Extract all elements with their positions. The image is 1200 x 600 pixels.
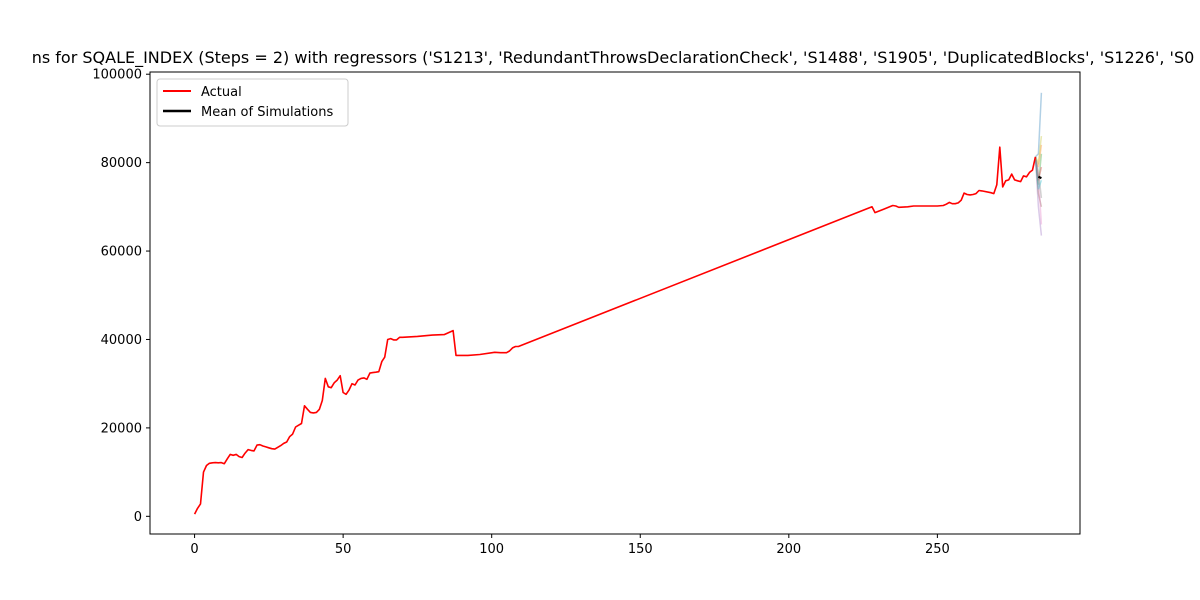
- x-tick-label-0: 0: [190, 542, 198, 557]
- x-tick-label-250: 250: [925, 542, 950, 557]
- simulation-line-2: [1034, 153, 1043, 185]
- y-tick-label-80000: 80000: [101, 156, 142, 171]
- y-tick-label-40000: 40000: [101, 333, 142, 348]
- x-tick-label-50: 50: [335, 542, 352, 557]
- legend-box: [156, 78, 349, 127]
- x-axis-ticks: 0 50 100 150 200 250: [190, 534, 950, 557]
- legend-label-mean-of-simulations: Mean of Simulations: [201, 105, 333, 120]
- simulation-line-7: [1034, 156, 1043, 199]
- simulation-line-9: [1034, 156, 1043, 190]
- simulation-line-8: [1034, 136, 1043, 166]
- legend: Actual Mean of Simulations: [156, 78, 349, 127]
- series-line-mean-of-simulations: [1037, 175, 1042, 180]
- x-tick-label-100: 100: [479, 542, 504, 557]
- simulation-line-6: [1034, 156, 1043, 225]
- y-tick-label-60000: 60000: [101, 245, 142, 260]
- x-tick-label-150: 150: [628, 542, 653, 557]
- simulation-lines: [1034, 92, 1043, 236]
- plot-frame: [149, 71, 1081, 535]
- series-line-actual: [193, 146, 1037, 515]
- legend-label-actual: Actual: [201, 85, 242, 100]
- x-tick-label-200: 200: [776, 542, 801, 557]
- simulation-line-5: [1034, 156, 1043, 207]
- series-lines: [193, 146, 1042, 515]
- y-axis-ticks: 0 20000 40000 60000 80000 100000: [92, 68, 150, 525]
- simulation-line-0: [1034, 92, 1043, 158]
- y-tick-label-20000: 20000: [101, 421, 142, 436]
- simulation-line-3: [1034, 156, 1043, 181]
- chart-title: ns for SQALE_INDEX (Steps = 2) with regr…: [32, 48, 1195, 68]
- simulation-line-1: [1034, 144, 1043, 168]
- simulation-line-4: [1034, 156, 1043, 236]
- y-tick-label-0: 0: [134, 510, 142, 525]
- y-tick-label-100000: 100000: [92, 68, 142, 83]
